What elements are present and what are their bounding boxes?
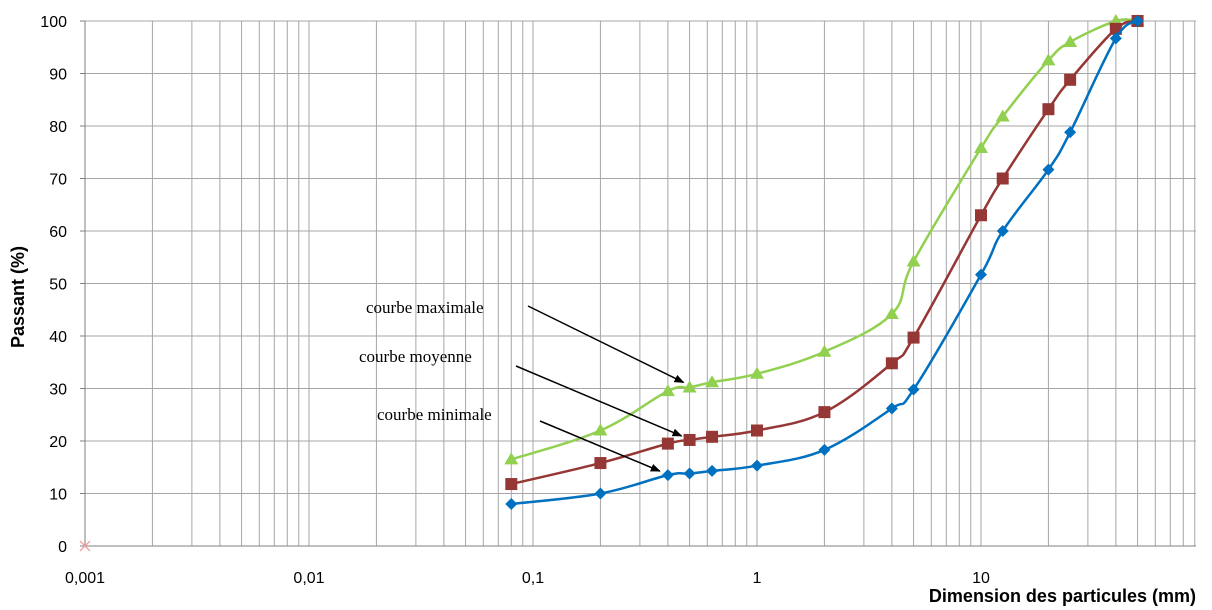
y-tick-label: 0: [58, 539, 67, 556]
data-point-triangle: [995, 109, 1010, 122]
data-point-square: [661, 437, 674, 450]
data-point-triangle: [1063, 35, 1078, 47]
y-tick-label: 80: [49, 119, 67, 136]
x-tick-labels: 0,001 0,01 0,1 1 10: [65, 570, 990, 587]
chart-grid: [84, 20, 1196, 547]
y-tick-labels: 0 10 20 30 40 50 60 70 80 90 100: [40, 14, 67, 556]
data-point-triangle: [682, 380, 697, 393]
y-tick-label: 50: [49, 277, 67, 294]
y-tick-label: 20: [49, 434, 67, 451]
data-point-diamond: [1064, 126, 1077, 139]
data-point-square: [996, 172, 1009, 185]
data-point-triangle: [884, 306, 899, 319]
data-point-triangle: [750, 366, 764, 379]
data-point-triangle: [660, 384, 675, 397]
data-point-diamond: [996, 225, 1009, 237]
x-tick-label: 0,001: [65, 570, 105, 587]
series-courbe-maximale: [504, 14, 1145, 465]
data-point-square: [1064, 73, 1077, 86]
y-tick-label: 40: [49, 329, 67, 346]
y-axis-title: Passant (%): [8, 246, 28, 348]
x-tick-label: 1: [753, 570, 762, 587]
data-point-triangle: [817, 344, 832, 357]
chart-annotations: courbe maximale courbe moyenne courbe mini…: [359, 298, 685, 472]
data-point-square: [751, 424, 763, 437]
data-point-triangle: [504, 452, 519, 465]
data-point-diamond: [1131, 15, 1144, 27]
data-point-diamond: [661, 469, 674, 482]
data-point-square: [907, 331, 920, 344]
data-point-triangle: [906, 254, 921, 267]
data-point-diamond: [594, 487, 607, 500]
y-tick-label: 70: [49, 172, 67, 189]
annotation-label: courbe moyenne: [359, 347, 472, 366]
annotation-arrow: [539, 420, 661, 472]
y-tick-label: 30: [49, 382, 67, 399]
data-point-square: [505, 478, 518, 491]
y-tick-label: 100: [40, 14, 67, 31]
series-courbe-minimale: [505, 15, 1144, 510]
data-point-square: [818, 406, 831, 419]
data-point-square: [885, 357, 898, 370]
series-line: [511, 19, 1139, 506]
data-point-triangle: [1041, 53, 1056, 66]
x-tick-label: 10: [972, 570, 990, 587]
data-point-diamond: [505, 498, 518, 510]
y-tick-label: 10: [49, 487, 67, 504]
y-tick-label: 60: [49, 224, 67, 241]
origin-marker: [79, 540, 91, 552]
series-courbe-moyenne: [505, 15, 1144, 491]
data-point-diamond: [1109, 32, 1122, 45]
data-point-square: [594, 457, 607, 470]
data-point-diamond: [907, 383, 920, 396]
data-point-diamond: [818, 443, 831, 456]
data-point-diamond: [1042, 163, 1055, 176]
data-point-square: [706, 430, 719, 443]
x-axis-title: Dimension des particules (mm): [929, 586, 1196, 606]
data-point-diamond: [975, 268, 987, 281]
chart-axes: [79, 20, 1196, 552]
data-point-triangle: [705, 375, 720, 388]
annotation-label: courbe maximale: [366, 298, 484, 317]
chart-series: [504, 14, 1145, 510]
x-tick-label: 0,01: [293, 570, 324, 587]
data-point-triangle: [593, 423, 608, 436]
data-point-diamond: [885, 402, 898, 415]
data-point-square: [1042, 103, 1055, 116]
data-point-square: [683, 433, 696, 446]
y-tick-label: 90: [49, 67, 67, 84]
x-tick-label: 0,1: [522, 570, 544, 587]
annotation-arrow: [527, 305, 685, 384]
annotation-arrow: [515, 365, 683, 437]
data-point-diamond: [683, 467, 696, 480]
data-point-square: [975, 209, 987, 222]
annotation-label: courbe minimale: [377, 405, 492, 424]
data-point-diamond: [751, 459, 763, 472]
data-point-triangle: [974, 141, 988, 154]
data-point-diamond: [706, 464, 719, 477]
